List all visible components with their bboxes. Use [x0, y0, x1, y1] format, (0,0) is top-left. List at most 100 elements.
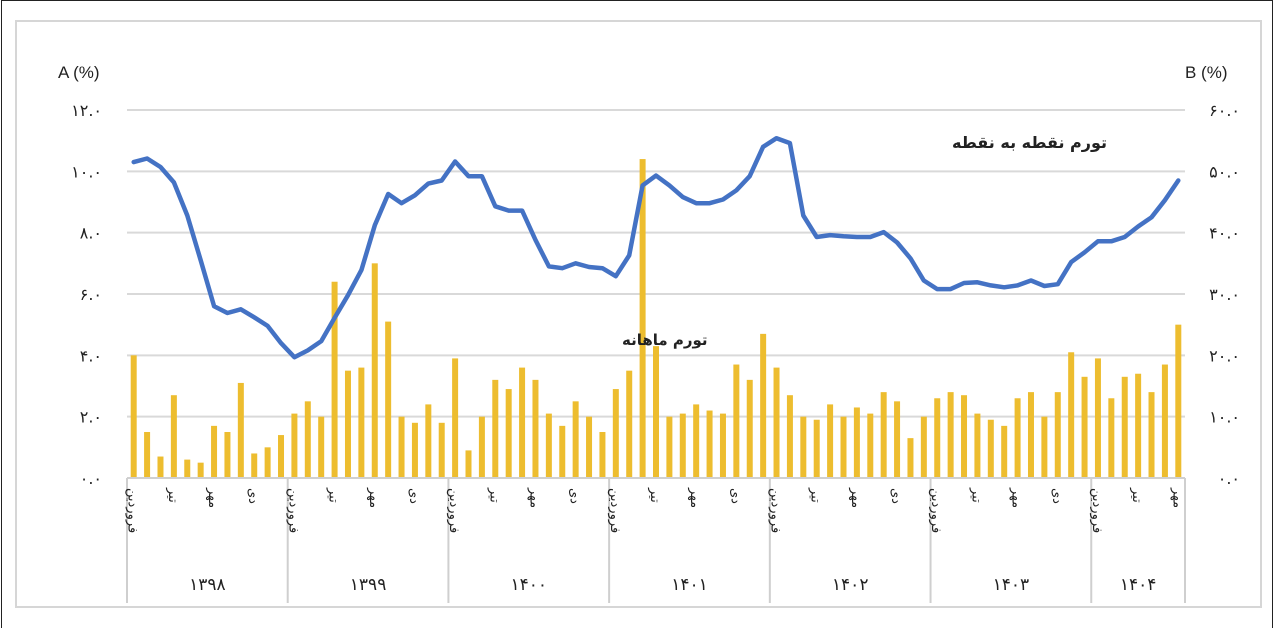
bar [278, 435, 285, 478]
bar [920, 416, 927, 478]
year-label: ۱۳۹۸ [189, 575, 226, 595]
right-axis-title: B (%) [1185, 63, 1228, 82]
bar [639, 159, 646, 479]
bar [693, 404, 700, 478]
right-tick-label: ۲۰.۰ [1209, 346, 1240, 365]
bar [170, 395, 177, 478]
month-label: فروردین [607, 488, 622, 533]
bar [894, 401, 901, 478]
bar [438, 422, 445, 478]
month-label: مهر [1009, 487, 1024, 508]
bar [719, 413, 726, 478]
year-label: ۱۴۰۲ [832, 575, 869, 595]
month-label: مهر [205, 487, 220, 508]
axes: ۰.۰ ۰.۰ ۲.۰ ۱۰.۰ ۴.۰ ۲۰.۰ ۶.۰ ۳۰.۰ ۸.۰ ۴۰.۰ ۱۰.۰ ۵۰… [71, 101, 1240, 603]
bar [760, 333, 767, 478]
month-label: فروردین [1089, 488, 1104, 533]
bar [1081, 376, 1088, 478]
bar [331, 281, 338, 478]
bar [157, 456, 164, 478]
bar [987, 419, 994, 478]
bar [532, 379, 539, 478]
bar [1148, 392, 1155, 478]
bar [1054, 392, 1061, 478]
bar [626, 370, 633, 478]
monthly-inflation-bars [130, 159, 1182, 479]
bar [291, 413, 298, 478]
bar [505, 389, 512, 478]
bar [130, 355, 137, 478]
bar [840, 416, 847, 478]
bar [733, 364, 740, 478]
right-tick-label: ۱۰.۰ [1209, 408, 1240, 427]
bar [545, 413, 552, 478]
bar [974, 413, 981, 478]
bar [572, 401, 579, 478]
month-label: مهر [687, 487, 702, 508]
bar [385, 321, 392, 478]
bar [1068, 352, 1075, 478]
month-label: دی [888, 488, 903, 504]
month-label: تیر [486, 487, 501, 503]
bar [934, 398, 941, 478]
month-label: فروردین [125, 488, 140, 533]
bar [961, 395, 968, 478]
month-label: تیر [1129, 487, 1144, 503]
bar [800, 416, 807, 478]
bar [211, 425, 218, 478]
bar [492, 379, 499, 478]
left-tick-label: ۱۰.۰ [71, 162, 102, 181]
bar [478, 416, 485, 478]
bar [1121, 376, 1128, 478]
month-label: تیر [326, 487, 341, 503]
left-tick-label: ۰.۰ [80, 469, 102, 488]
bar [599, 432, 606, 478]
bar [1001, 425, 1008, 478]
month-label: تیر [808, 487, 823, 503]
month-label: فروردین [446, 488, 461, 533]
bar [1041, 416, 1048, 478]
bar [679, 413, 686, 478]
bar [184, 459, 191, 478]
left-tick-label: ۲.۰ [80, 408, 102, 427]
bar [398, 416, 405, 478]
bar [746, 379, 753, 478]
bar [813, 419, 820, 478]
bar [1175, 324, 1182, 478]
point-to-point-series-line [131, 135, 1181, 360]
bar [237, 382, 244, 478]
point-to-point-line [131, 135, 1181, 360]
bar [853, 407, 860, 478]
bar [304, 401, 311, 478]
bar [344, 370, 351, 478]
month-label: دی [245, 488, 260, 504]
bar [465, 450, 472, 478]
bar [907, 438, 914, 478]
bar [947, 392, 954, 478]
bar [425, 404, 432, 478]
right-tick-label: ۵۰.۰ [1209, 162, 1240, 181]
right-tick-label: ۰.۰ [1218, 469, 1240, 488]
month-label: فروردین [928, 488, 943, 533]
bar [706, 410, 713, 478]
right-tick-label: ۴۰.۰ [1209, 224, 1240, 243]
bar [264, 447, 271, 478]
month-label: تیر [647, 487, 662, 503]
left-tick-label: ۸.۰ [80, 224, 102, 243]
bar [197, 462, 204, 478]
month-label: فروردین [768, 488, 783, 533]
bar [411, 422, 418, 478]
bar [371, 263, 378, 478]
year-label: ۱۴۰۰ [511, 575, 548, 595]
year-label: ۱۳۹۹ [350, 575, 387, 595]
year-label: ۱۴۰۳ [993, 575, 1030, 595]
bar [559, 425, 566, 478]
right-tick-label: ۶۰.۰ [1209, 101, 1240, 120]
bar [1108, 398, 1115, 478]
month-label: مهر [366, 487, 381, 508]
month-label: مهر [848, 487, 863, 508]
bar [251, 453, 258, 478]
bar-series-label: تورم ماهانه [622, 331, 708, 349]
